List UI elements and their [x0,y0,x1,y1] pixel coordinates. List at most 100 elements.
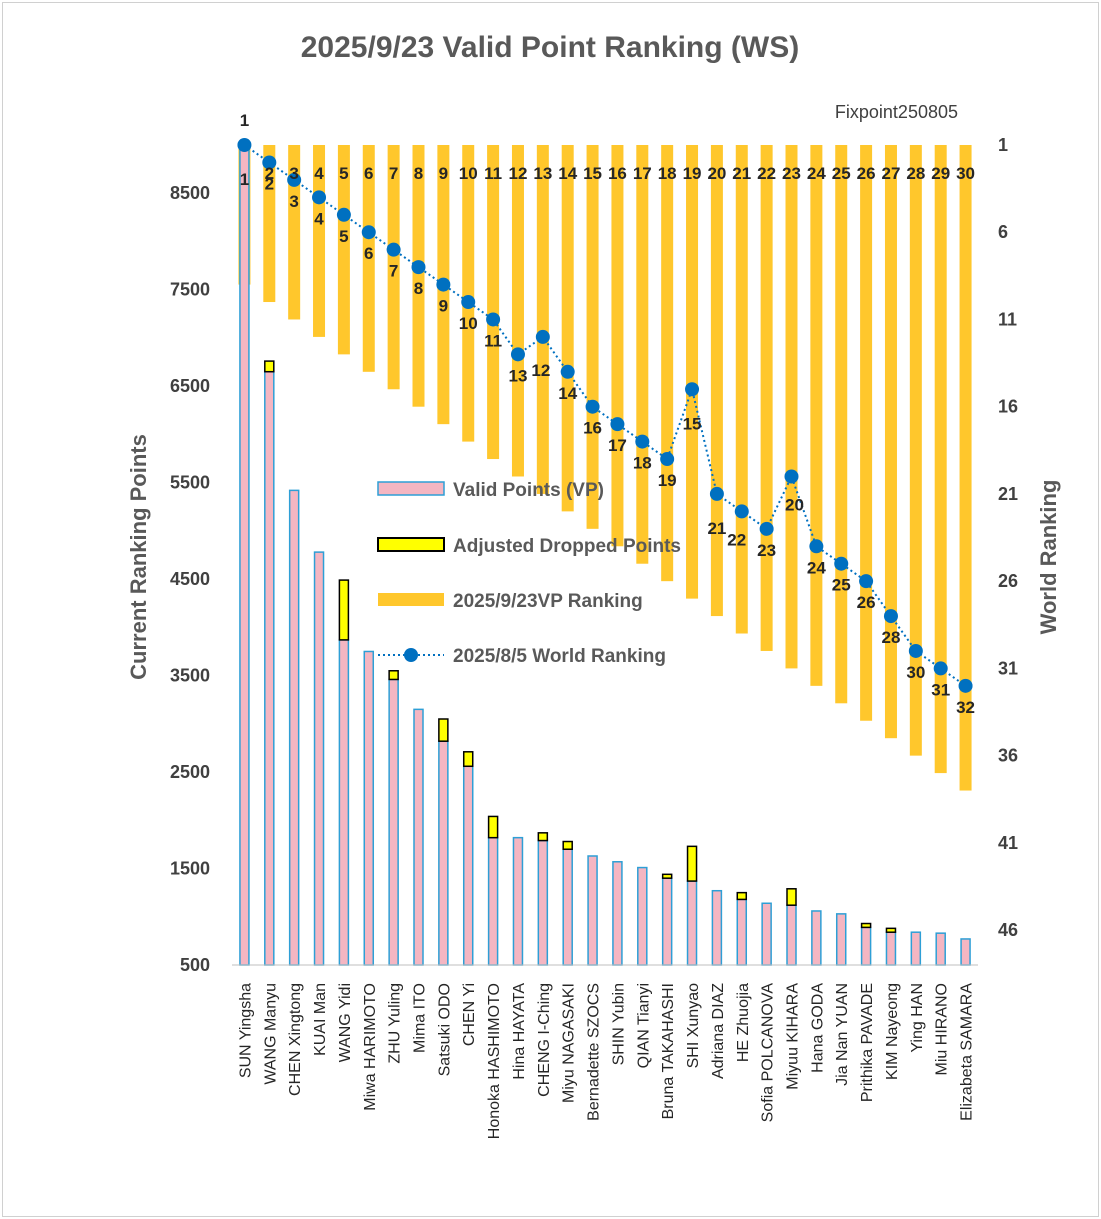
vp-ranking-label: 11 [484,164,502,183]
world-ranking-marker [560,364,575,379]
vp-ranking-label: 23 [782,164,801,183]
world-ranking-label: 6 [364,244,373,263]
vp-ranking-label: 24 [807,164,826,183]
x-tick-label: Hana GODA [809,983,826,1073]
legend-label-vp-ranking: 2025/9/23VP Ranking [453,591,643,612]
adjusted-dropped-bar [562,840,573,850]
y-axis-left-title: Current Ranking Points [126,434,151,680]
x-tick-label: HE Zhuojia [735,983,752,1062]
y-right-tick-label: 11 [998,309,1017,329]
adjusted-dropped-bar [661,873,673,879]
adjusted-dropped-bar [736,891,748,901]
y-left-tick-label: 4500 [170,569,210,589]
y-left-tick-label: 500 [180,955,210,975]
world-ranking-label: 12 [531,361,550,380]
valid-points-bar [562,848,573,966]
world-ranking-label: 17 [608,436,627,455]
world-ranking-marker [361,225,376,240]
world-ranking-label: 28 [882,628,901,647]
world-ranking-label: 10 [459,314,478,333]
vp-ranking-bar [412,145,425,407]
world-ranking-label: 18 [633,454,652,473]
valid-points-bar [835,913,847,966]
valid-points-bar [363,650,375,966]
vp-ranking-label: 12 [509,164,528,183]
vp-ranking-bar [860,145,873,721]
world-ranking-label: 32 [956,698,975,717]
y-left-tick-label: 2500 [170,762,210,782]
vp-ranking-bar [362,145,375,372]
world-ranking-label: 1 [240,170,249,189]
vp-ranking-bar [735,145,748,634]
adjusted-dropped-bar [438,718,449,742]
vp-ranking-bar [835,145,848,704]
world-ranking-marker [883,609,898,624]
x-tick-label: Miwa HARIMOTO [362,983,379,1111]
world-ranking-label: 16 [583,419,602,438]
valid-points-bar [487,836,499,966]
world-ranking-label: 13 [509,366,528,385]
vp-ranking-bar [686,145,699,599]
valid-points-bar [612,861,623,966]
vp-ranking-bar [462,145,475,442]
x-tick-label: ZHU Yuling [387,983,404,1064]
x-axis-ticks: SUN Yingsha WANG Manyu CHEN Xingtong KUAI M… [237,983,975,1140]
world-ranking-marker [809,539,824,554]
world-ranking-label: 21 [707,519,726,538]
y-right-tick-label: 6 [998,222,1008,242]
world-ranking-label: 8 [414,279,423,298]
fixpoint-note: Fixpoint250805 [835,102,958,122]
world-ranking-marker [958,678,973,693]
valid-points-bar [512,836,524,966]
world-ranking-marker [262,155,277,170]
y-left-tick-label: 3500 [170,666,210,686]
vp-ranking-bar [810,145,823,686]
vp-ranking-bar [884,145,897,739]
world-ranking-marker [685,382,700,397]
y-right-tick-label: 31 [998,658,1018,678]
world-ranking-marker [237,138,252,152]
valid-points-bar [960,938,971,966]
x-tick-label: Jia Nan YUAN [834,983,851,1086]
x-tick-label: Prithika PAVADE [859,983,876,1102]
world-ranking-label: 2 [265,174,274,193]
x-tick-label: CHEN Yi [461,983,478,1046]
valid-points-bar [637,866,648,966]
world-ranking-marker [734,504,749,519]
valid-points-bar [736,898,748,966]
valid-points-bar [239,144,250,966]
world-ranking-label: 23 [757,541,776,560]
world-ranking-marker [759,521,774,536]
x-tick-label: Elizabeta SAMARA [959,983,976,1121]
world-ranking-marker [312,190,327,205]
vp-ranking-label: 10 [459,164,478,183]
world-ranking-label: 20 [785,495,804,514]
world-ranking-marker [635,434,650,449]
valid-points-bar [264,370,275,966]
y-left-tick-label: 5500 [170,473,210,493]
vp-ranking-bar [586,145,599,529]
legend-label-adjusted: Adjusted Dropped Points [453,536,681,557]
legend-swatch-adjusted [377,537,445,552]
vp-ranking-bar [760,145,773,651]
valid-points-bar [537,839,549,966]
world-ranking-label: 15 [683,414,702,433]
valid-points-bar [786,904,797,966]
world-ranking-marker [535,329,550,344]
valid-points-bar [935,932,946,966]
vp-ranking-bar [511,145,524,477]
valid-points-bar [288,489,300,966]
y-right-tick-label: 16 [998,397,1018,417]
adjusted-dropped-bars [264,360,897,933]
valid-points-bar [587,855,598,966]
vp-ranking-label: 20 [707,164,726,183]
y-right-tick-label: 46 [998,920,1018,940]
legend-swatch-world-marker [404,648,418,662]
world-ranking-line [237,138,973,693]
x-tick-label: WANG Manyu [262,983,279,1085]
vp-ranking-label: 17 [633,164,652,183]
world-ranking-label: 19 [658,471,677,490]
vp-ranking-label: 16 [608,164,627,183]
adjusted-dropped-bar [264,360,275,373]
